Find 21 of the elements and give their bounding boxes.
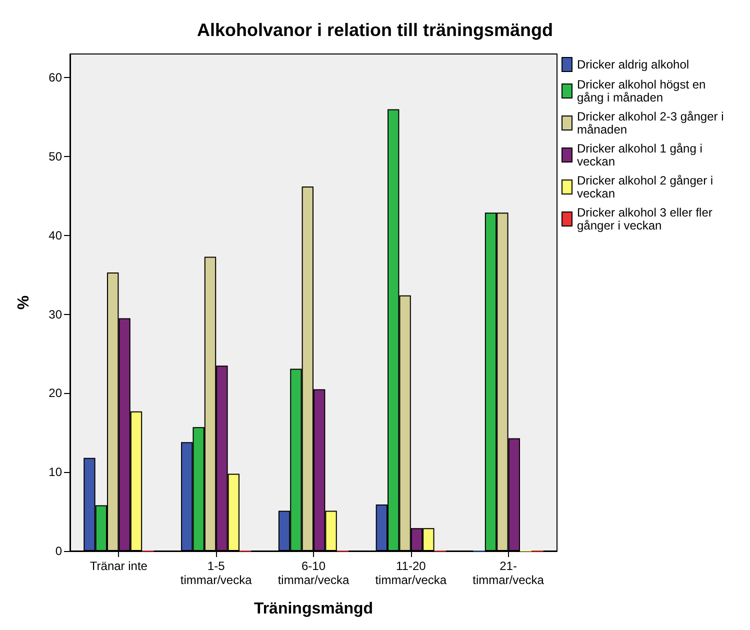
legend-label: Dricker alkohol 2-3 gånger i månaden — [577, 110, 728, 136]
legend-label: Dricker alkohol 3 eller fler gånger i veckan — [577, 206, 716, 232]
y-tick-label: 60 — [48, 70, 62, 85]
y-axis-title: % — [16, 295, 32, 310]
x-tick-label: 21- timmar/vecka — [472, 559, 544, 587]
legend-label: Dricker alkohol 1 gång i veckan — [577, 142, 706, 168]
y-tick-label: 20 — [48, 386, 62, 400]
x-tick-label: 6-10 timmar/vecka — [278, 559, 350, 587]
x-axis-title: Träningsmängd — [254, 600, 374, 618]
chart-title: Alkoholvanor i relation till träningsmängd — [196, 20, 554, 40]
y-tick-label: 0 — [55, 544, 62, 558]
y-tick-label: 30 — [48, 307, 62, 322]
x-tick-label: 11-20 timmar/vecka — [375, 559, 447, 587]
legend-label: Dricker alkohol högst en gång i månaden — [577, 78, 710, 104]
y-tick-label: 50 — [48, 150, 62, 164]
legend-label: Dricker aldrig alkohol — [577, 58, 690, 72]
x-tick-label: Tränar inte — [90, 559, 148, 573]
x-tick-label: 1-5 timmar/vecka — [180, 559, 252, 587]
y-tick-label: 40 — [48, 228, 62, 242]
legend-label: Dricker alkohol 2 gånger i veckan — [577, 174, 716, 200]
y-tick-label: 10 — [48, 465, 62, 480]
